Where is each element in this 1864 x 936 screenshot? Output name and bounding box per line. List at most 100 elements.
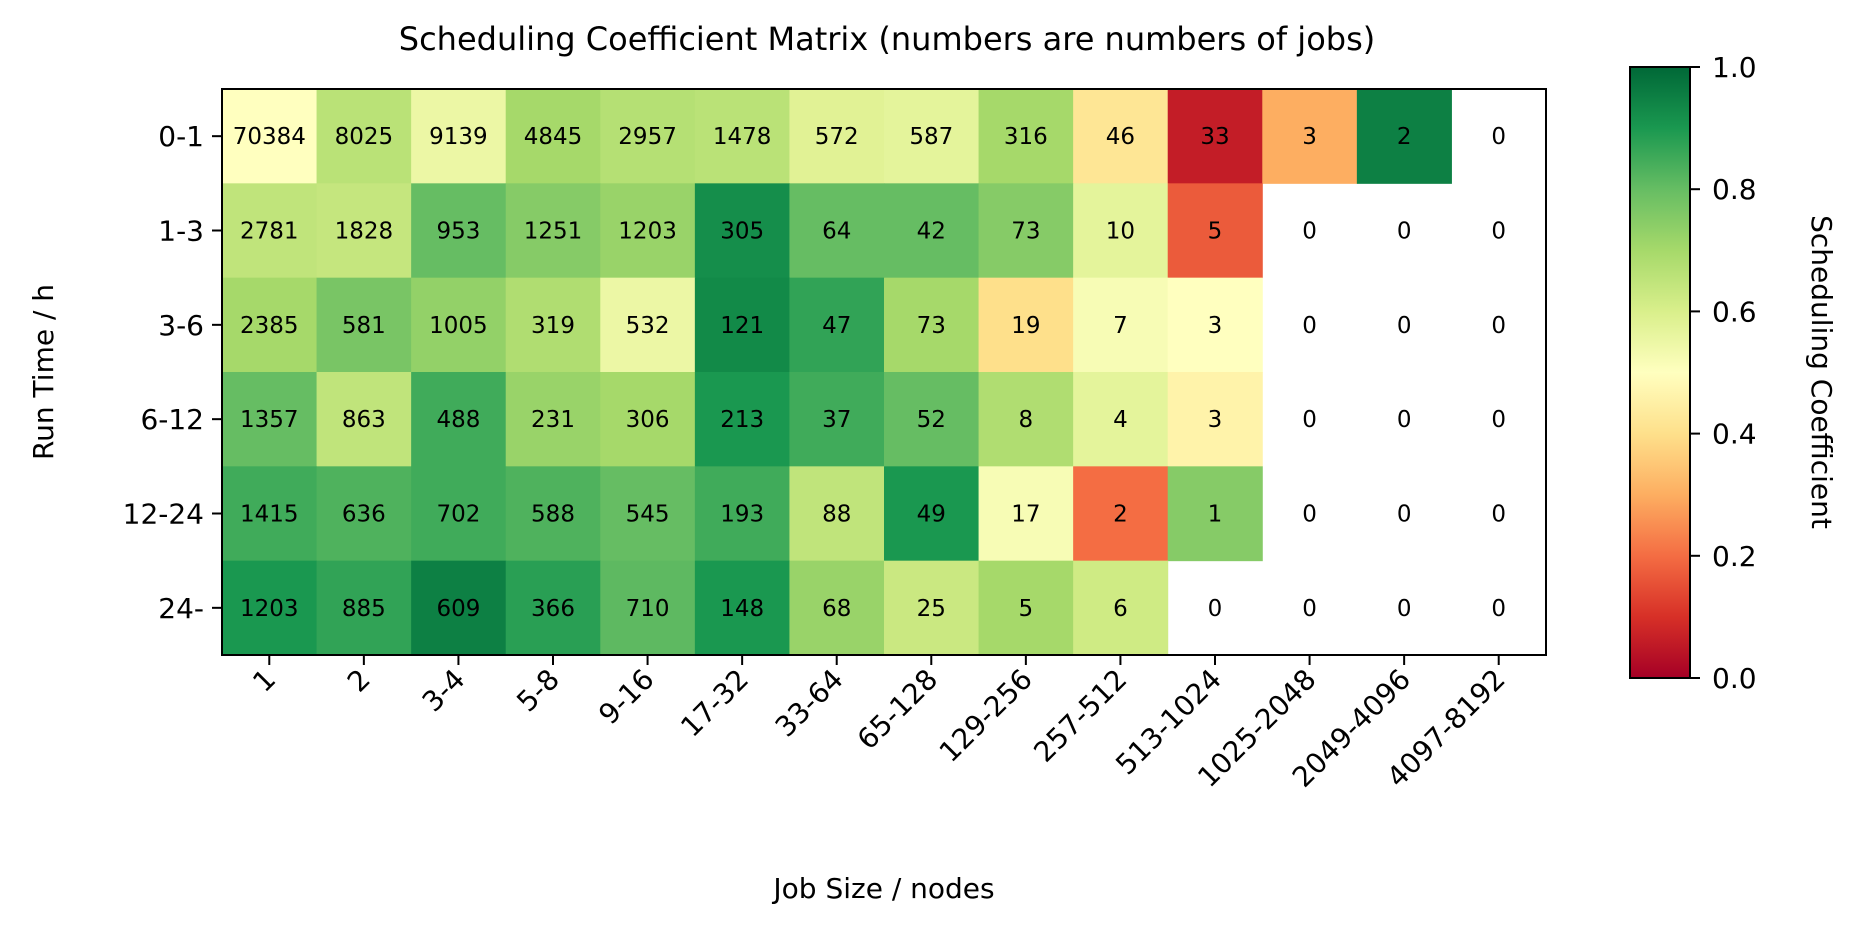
cell-count-label: 4 xyxy=(1113,407,1128,433)
cell-count-label: 64 xyxy=(822,219,851,245)
cell-count-label: 231 xyxy=(531,407,575,433)
heatmap-cell xyxy=(600,466,696,562)
cell-count-label: 588 xyxy=(531,502,575,528)
cell-count-label: 2385 xyxy=(240,313,299,339)
cell-count-label: 0 xyxy=(1491,219,1506,245)
heatmap-cell xyxy=(694,466,790,562)
heatmap-cell xyxy=(222,183,318,279)
heatmap-cell xyxy=(884,560,980,656)
x-tick-label: 5-8 xyxy=(510,663,566,719)
heatmap-cell xyxy=(978,277,1074,373)
heatmap-cell xyxy=(978,372,1074,467)
heatmap-cell xyxy=(316,277,412,373)
cell-count-label: 0 xyxy=(1397,407,1412,433)
cell-count-label: 0 xyxy=(1491,124,1506,150)
heatmap-cells xyxy=(222,89,1452,656)
heatmap-cell xyxy=(222,560,318,656)
chart-title: Scheduling Coefficient Matrix (numbers a… xyxy=(399,20,1375,58)
cell-count-label: 0 xyxy=(1397,219,1412,245)
heatmap-cell xyxy=(789,560,885,656)
cell-count-label: 710 xyxy=(626,596,670,622)
heatmap-cell xyxy=(411,277,507,373)
cell-count-label: 121 xyxy=(720,313,764,339)
cell-count-label: 4845 xyxy=(524,124,583,150)
cell-count-label: 0 xyxy=(1302,596,1317,622)
colorbar-tick-label: 0.4 xyxy=(1712,418,1757,451)
heatmap-cell xyxy=(411,89,507,184)
heatmap-cell xyxy=(505,89,601,184)
cell-count-label: 47 xyxy=(822,313,851,339)
x-tick-label: 65-128 xyxy=(851,663,944,756)
cell-count-label: 581 xyxy=(342,313,386,339)
cell-count-label: 49 xyxy=(917,502,946,528)
heatmap-cell xyxy=(316,560,412,656)
cell-count-label: 0 xyxy=(1397,313,1412,339)
cell-count-label: 532 xyxy=(626,313,670,339)
heatmap-cell xyxy=(978,89,1074,184)
cell-count-label: 0 xyxy=(1491,502,1506,528)
cell-count-label: 366 xyxy=(531,596,575,622)
heatmap-cell xyxy=(1167,89,1263,184)
cell-count-label: 545 xyxy=(626,502,670,528)
cell-count-label: 3 xyxy=(1208,407,1223,433)
cell-count-label: 953 xyxy=(436,219,480,245)
cell-count-label: 316 xyxy=(1004,124,1048,150)
heatmap-cell xyxy=(884,372,980,467)
heatmap-cell xyxy=(884,277,980,373)
heatmap-cell xyxy=(411,372,507,467)
heatmap-cell xyxy=(1073,89,1169,184)
cell-count-label: 3 xyxy=(1302,124,1317,150)
heatmap-cell xyxy=(316,183,412,279)
heatmap-cell xyxy=(505,277,601,373)
cell-count-label: 636 xyxy=(342,502,386,528)
cell-count-label: 42 xyxy=(917,219,946,245)
x-tick-label: 2 xyxy=(341,663,377,699)
cell-count-label: 572 xyxy=(815,124,859,150)
colorbar-tick-label: 0.6 xyxy=(1712,295,1757,328)
x-tick-label: 9-16 xyxy=(592,663,660,731)
cell-count-label: 19 xyxy=(1011,313,1040,339)
colorbar-tick-label: 0.0 xyxy=(1712,662,1757,695)
heatmap-cell xyxy=(505,372,601,467)
heatmap-cell xyxy=(316,466,412,562)
cell-count-label: 488 xyxy=(436,407,480,433)
cell-count-label: 0 xyxy=(1491,407,1506,433)
cell-count-label: 609 xyxy=(436,596,480,622)
x-tick-label: 17-32 xyxy=(674,663,755,744)
cell-count-label: 0 xyxy=(1208,596,1223,622)
cell-count-label: 0 xyxy=(1397,596,1412,622)
x-tick-label: 33-64 xyxy=(769,663,850,744)
heatmap-cell xyxy=(1356,89,1452,184)
cell-count-label: 5 xyxy=(1208,219,1223,245)
heatmap-cell xyxy=(1073,560,1169,656)
cell-count-label: 1828 xyxy=(335,219,394,245)
cell-count-label: 0 xyxy=(1491,596,1506,622)
heatmap-cell xyxy=(1167,372,1263,467)
cell-count-label: 1203 xyxy=(618,219,677,245)
cell-count-label: 37 xyxy=(822,407,851,433)
heatmap-cell xyxy=(1167,277,1263,373)
heatmap-cell xyxy=(411,466,507,562)
heatmap-cell xyxy=(694,277,790,373)
cell-count-label: 863 xyxy=(342,407,386,433)
cell-count-label: 2 xyxy=(1397,124,1412,150)
colorbar-ticks: 0.0 0.2 0.4 0.6 0.8 1.0 xyxy=(1690,51,1757,695)
y-tick-label: 3-6 xyxy=(158,309,204,342)
x-axis-ticks: 1 2 3-4 5-8 9-16 17-32 33-64 65-128129-256257-5… xyxy=(246,655,1512,794)
heatmap-cell xyxy=(694,183,790,279)
cell-count-label: 33 xyxy=(1200,124,1229,150)
cell-count-label: 17 xyxy=(1011,502,1040,528)
heatmap-cell xyxy=(316,372,412,467)
cell-count-label: 0 xyxy=(1302,219,1317,245)
y-axis-ticks: 0-1 1-3 3-6 6-12 12-24 24- xyxy=(123,120,222,625)
heatmap-cell xyxy=(978,560,1074,656)
heatmap-cell xyxy=(505,560,601,656)
heatmap-cell xyxy=(600,372,696,467)
cell-count-label: 1203 xyxy=(240,596,299,622)
cell-count-label: 8025 xyxy=(335,124,394,150)
colorbar-tick-label: 1.0 xyxy=(1712,51,1757,84)
cell-count-label: 0 xyxy=(1302,313,1317,339)
cell-count-label: 1005 xyxy=(429,313,488,339)
cell-count-label: 7 xyxy=(1113,313,1128,339)
cell-count-label: 10 xyxy=(1106,219,1135,245)
